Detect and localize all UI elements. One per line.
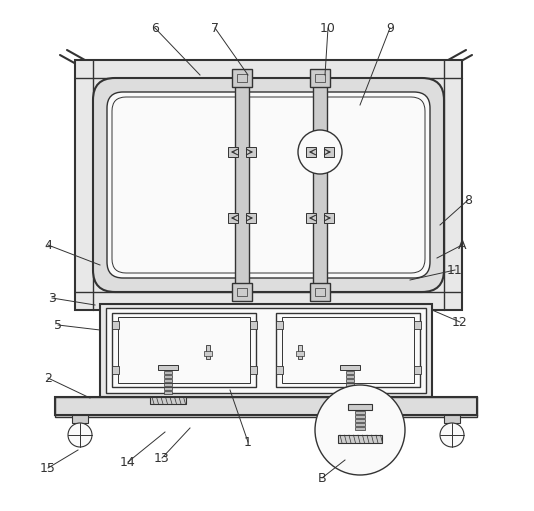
Bar (324, 147, 334, 157)
Bar (276, 321, 283, 329)
Bar (355, 411, 365, 414)
Bar (150, 397, 186, 404)
Bar (232, 283, 252, 301)
Bar (55, 397, 477, 415)
Bar (346, 367, 354, 370)
Bar (324, 213, 334, 223)
Bar (164, 375, 172, 378)
Text: 13: 13 (154, 452, 170, 464)
Bar (246, 147, 256, 157)
Bar (164, 371, 172, 374)
Bar (204, 351, 212, 356)
Text: 5: 5 (54, 318, 62, 332)
Bar (346, 371, 354, 374)
Bar (296, 351, 304, 356)
Text: 8: 8 (464, 194, 472, 206)
Bar (355, 407, 365, 410)
Bar (118, 317, 250, 383)
Bar (355, 427, 365, 430)
Text: 3: 3 (48, 291, 56, 305)
Bar (55, 397, 477, 417)
Bar (158, 365, 178, 370)
Bar (444, 415, 460, 423)
Text: 4: 4 (44, 239, 52, 251)
Bar (164, 391, 172, 394)
Bar (164, 379, 172, 382)
Bar (112, 366, 119, 374)
Bar (250, 366, 257, 374)
Bar (276, 366, 283, 374)
Bar (276, 313, 420, 387)
Bar (315, 74, 325, 82)
Circle shape (298, 130, 342, 174)
Bar (306, 213, 316, 223)
Text: 9: 9 (386, 21, 394, 35)
Bar (237, 288, 247, 296)
Bar (282, 317, 414, 383)
Text: 12: 12 (452, 315, 468, 329)
Bar (355, 423, 365, 426)
Bar (106, 308, 426, 393)
Bar (164, 383, 172, 386)
FancyBboxPatch shape (107, 92, 430, 278)
Text: 1: 1 (244, 435, 252, 449)
Bar (340, 365, 360, 370)
FancyBboxPatch shape (93, 78, 444, 292)
Text: A: A (458, 239, 466, 251)
Bar (228, 213, 238, 223)
Bar (232, 69, 252, 87)
Bar (414, 321, 421, 329)
Text: B: B (318, 472, 326, 484)
Bar (237, 74, 247, 82)
Bar (310, 69, 330, 87)
Bar (348, 404, 372, 410)
Bar (306, 147, 316, 157)
Bar (206, 345, 210, 359)
Circle shape (440, 423, 464, 447)
Bar (346, 387, 354, 390)
Text: 6: 6 (151, 21, 159, 35)
Bar (332, 397, 368, 404)
Circle shape (315, 385, 405, 475)
Bar (112, 321, 119, 329)
Bar (338, 435, 382, 443)
Bar (310, 283, 330, 301)
Bar (355, 419, 365, 422)
Bar (355, 415, 365, 418)
Bar (246, 213, 256, 223)
Bar (346, 383, 354, 386)
Text: 10: 10 (320, 21, 336, 35)
Text: 7: 7 (211, 21, 219, 35)
Bar (112, 313, 256, 387)
Bar (346, 375, 354, 378)
Bar (346, 391, 354, 394)
Text: 15: 15 (40, 461, 56, 475)
Bar (164, 387, 172, 390)
Bar (315, 288, 325, 296)
Bar (164, 367, 172, 370)
Bar (414, 366, 421, 374)
Text: 2: 2 (44, 371, 52, 384)
Text: 11: 11 (447, 264, 463, 276)
Bar (235, 78, 249, 292)
Bar (75, 60, 462, 310)
Bar (250, 321, 257, 329)
Bar (72, 415, 88, 423)
Bar (346, 379, 354, 382)
Bar (228, 147, 238, 157)
Bar (313, 78, 327, 292)
Bar (100, 304, 432, 397)
Bar (298, 345, 302, 359)
Circle shape (68, 423, 92, 447)
Text: 14: 14 (120, 455, 136, 469)
